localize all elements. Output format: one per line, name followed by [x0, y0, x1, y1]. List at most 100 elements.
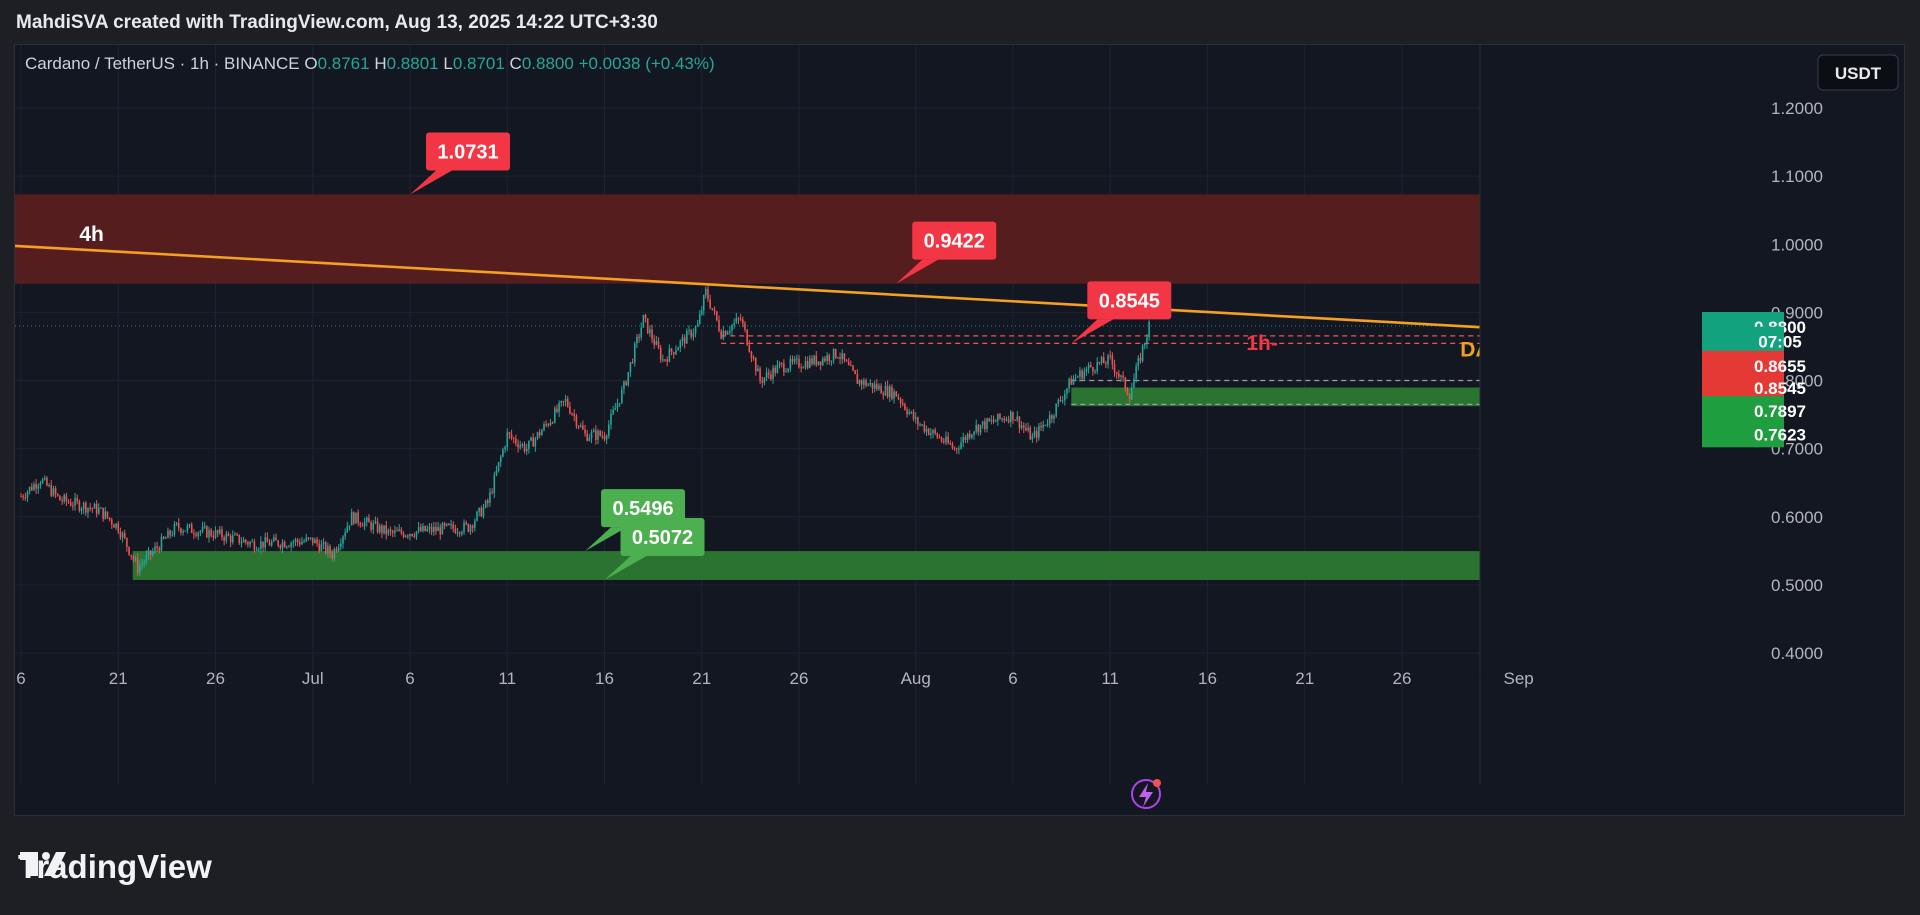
candle: [89, 507, 91, 509]
candle: [577, 425, 580, 427]
candle: [800, 367, 802, 369]
candle: [216, 530, 219, 534]
candle: [878, 385, 880, 390]
candle: [977, 424, 980, 433]
candle: [430, 526, 433, 532]
candle: [659, 348, 662, 360]
candle: [234, 534, 236, 536]
candle: [912, 411, 915, 420]
candle: [910, 411, 913, 413]
price-callout: 0.5496: [585, 489, 686, 552]
candle: [528, 440, 530, 449]
candle: [201, 526, 204, 532]
candle: [1072, 378, 1075, 385]
candle: [1139, 357, 1142, 361]
candle: [342, 536, 344, 544]
candle: [718, 320, 720, 331]
candle: [614, 408, 617, 411]
candle: [549, 422, 552, 426]
candle: [491, 492, 493, 494]
candle: [966, 433, 969, 441]
candle: [238, 534, 241, 544]
candle: [409, 534, 411, 537]
candle: [143, 562, 145, 564]
candle: [296, 539, 299, 542]
candle: [538, 432, 541, 436]
candle: [33, 484, 35, 491]
candle: [806, 360, 809, 368]
candle: [59, 495, 61, 501]
candle: [901, 402, 904, 405]
time-axis: 6 21 26 Jul 6 11 16 21 26 Aug 6 11 16 21 26 Sep: [15, 669, 1904, 688]
candle: [599, 431, 601, 436]
candle: [52, 488, 55, 496]
candle: [986, 418, 988, 430]
candle: [376, 521, 379, 533]
candle: [688, 330, 690, 332]
candle: [262, 541, 264, 548]
symbol-title: Cardano / TetherUS · 1h · BINANCE: [25, 54, 304, 73]
candle: [177, 522, 180, 529]
candle: [154, 546, 156, 552]
candle: [106, 511, 109, 518]
candle: [1120, 375, 1122, 377]
candle: [921, 424, 923, 426]
currency-button[interactable]: USDT: [1817, 54, 1899, 91]
candle: [724, 331, 727, 335]
candle: [735, 318, 738, 323]
candle: [20, 496, 22, 498]
candle: [914, 417, 917, 420]
candle: [1074, 377, 1077, 379]
candle: [992, 419, 995, 422]
chart-panel[interactable]: 1.0731 0.9422 0.8545 0.8655 0.5496 0.5072 4h 1…: [14, 44, 1905, 816]
candle: [197, 532, 200, 537]
candle: [231, 535, 234, 543]
price-tag: 0.7623: [1702, 419, 1806, 448]
candle: [305, 537, 308, 542]
price-chart[interactable]: 1.0731 0.9422 0.8545 0.8655 0.5496 0.5072 4h 1…: [15, 45, 1904, 815]
candle: [383, 525, 385, 534]
candle: [590, 432, 593, 438]
candle: [824, 358, 826, 361]
candle: [999, 413, 1001, 419]
candle: [543, 424, 545, 431]
candle: [917, 417, 919, 425]
candle: [428, 526, 431, 529]
candle: [547, 424, 550, 426]
candle: [396, 530, 398, 532]
candle: [249, 542, 251, 545]
candle: [994, 421, 997, 423]
candle: [346, 526, 349, 533]
candle: [41, 479, 44, 484]
candle: [837, 357, 839, 359]
candle: [1059, 400, 1062, 402]
candle: [463, 522, 465, 533]
candle: [664, 359, 666, 361]
candle: [752, 358, 755, 360]
candle: [1014, 419, 1016, 421]
candle: [175, 522, 178, 525]
candle: [686, 330, 688, 344]
price-callout: 0.5072: [604, 517, 705, 580]
candle: [841, 353, 844, 359]
candle: [24, 497, 27, 499]
candle: [413, 535, 416, 537]
candle: [212, 535, 215, 538]
candle: [309, 537, 312, 539]
candle: [715, 311, 718, 321]
candle: [281, 541, 284, 548]
time-tick: 6: [16, 669, 25, 688]
candle: [512, 437, 515, 439]
candle: [566, 398, 569, 407]
candle: [288, 546, 290, 548]
candle: [662, 359, 664, 361]
candle: [759, 368, 761, 381]
candle: [932, 430, 934, 433]
candle: [467, 523, 470, 532]
candle: [1137, 357, 1140, 367]
candle: [798, 358, 800, 368]
candle: [482, 507, 485, 517]
candle: [126, 537, 128, 547]
candle: [588, 437, 591, 441]
candle: [707, 288, 709, 300]
